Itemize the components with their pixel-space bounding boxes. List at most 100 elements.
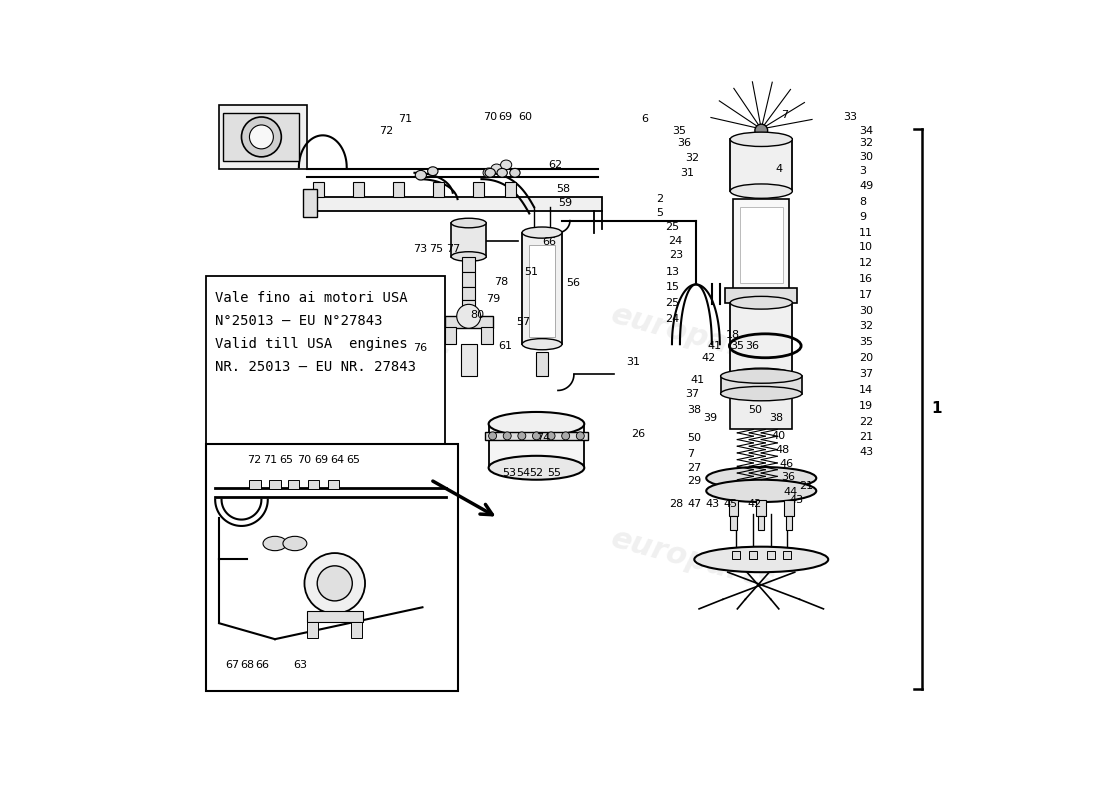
Bar [462, 273, 475, 286]
Text: 22: 22 [859, 417, 873, 426]
Text: 3: 3 [859, 166, 867, 176]
Text: 66: 66 [542, 237, 556, 247]
Bar [270, 480, 280, 490]
Text: 38: 38 [688, 406, 701, 415]
Bar [725, 288, 797, 302]
Ellipse shape [730, 184, 792, 198]
Text: 32: 32 [859, 138, 873, 148]
Text: europarts: europarts [282, 300, 452, 372]
Bar [758, 515, 764, 530]
Circle shape [755, 124, 768, 137]
Ellipse shape [706, 467, 816, 490]
Bar [786, 515, 792, 530]
Bar [522, 233, 562, 344]
Text: 20: 20 [859, 353, 873, 362]
Ellipse shape [283, 536, 307, 550]
Text: 42: 42 [748, 498, 762, 509]
Bar [462, 299, 475, 312]
Bar [308, 480, 319, 490]
Circle shape [562, 432, 570, 440]
Bar [749, 551, 757, 559]
Text: 72: 72 [379, 126, 394, 135]
Ellipse shape [488, 456, 584, 480]
Text: 69: 69 [314, 454, 328, 465]
Text: 42: 42 [702, 353, 716, 362]
Bar [307, 622, 318, 638]
Text: 14: 14 [859, 385, 873, 394]
Bar [732, 551, 739, 559]
Circle shape [503, 432, 512, 440]
Circle shape [456, 304, 481, 328]
Circle shape [576, 432, 584, 440]
Text: 40: 40 [771, 431, 785, 441]
Bar [462, 257, 475, 273]
Text: N°25013 – EU N°27843: N°25013 – EU N°27843 [216, 314, 383, 328]
Bar [473, 182, 484, 197]
Text: 25: 25 [666, 298, 680, 308]
Circle shape [317, 566, 352, 601]
Circle shape [488, 432, 496, 440]
Text: 45: 45 [724, 498, 738, 509]
Text: 41: 41 [708, 341, 722, 350]
Bar [505, 182, 516, 197]
Bar [351, 622, 362, 638]
Bar [223, 113, 299, 161]
Text: 53: 53 [503, 468, 516, 478]
Ellipse shape [488, 412, 584, 436]
Ellipse shape [730, 132, 792, 146]
Bar [482, 326, 493, 344]
Bar [219, 105, 307, 169]
Bar [784, 500, 794, 515]
Text: 32: 32 [685, 153, 700, 162]
Text: 24: 24 [666, 314, 680, 324]
Text: 55: 55 [547, 468, 561, 478]
Text: 43: 43 [705, 498, 719, 509]
Text: 26: 26 [631, 430, 646, 439]
Ellipse shape [730, 368, 792, 381]
Text: 43: 43 [789, 494, 803, 505]
Text: 43: 43 [859, 447, 873, 457]
Text: 52: 52 [529, 468, 543, 478]
Circle shape [242, 117, 282, 157]
Text: 19: 19 [859, 401, 873, 410]
Text: 33: 33 [844, 112, 857, 122]
Ellipse shape [720, 369, 802, 383]
Bar [767, 551, 774, 559]
Bar [488, 424, 584, 468]
Ellipse shape [522, 227, 562, 238]
Bar [783, 551, 791, 559]
Text: 41: 41 [691, 375, 704, 385]
Text: 74: 74 [536, 434, 550, 443]
Text: 32: 32 [859, 321, 873, 331]
Bar [288, 480, 299, 490]
Circle shape [547, 432, 556, 440]
Text: 18: 18 [725, 330, 739, 340]
Circle shape [250, 125, 274, 149]
Text: 25: 25 [666, 222, 680, 232]
Text: 30: 30 [859, 306, 873, 316]
Text: 50: 50 [688, 434, 701, 443]
Text: 66: 66 [255, 661, 270, 670]
Text: 7: 7 [781, 110, 789, 120]
Text: 21: 21 [859, 433, 873, 442]
Text: 46: 46 [780, 458, 794, 469]
Text: 5: 5 [656, 208, 663, 218]
Text: 31: 31 [626, 357, 640, 366]
Text: 71: 71 [263, 454, 277, 465]
Text: 67: 67 [226, 661, 240, 670]
Text: 13: 13 [666, 267, 680, 278]
Text: europarts: europarts [282, 524, 452, 595]
Ellipse shape [694, 546, 828, 572]
Text: 36: 36 [746, 341, 759, 350]
Bar [307, 611, 363, 622]
Text: 2: 2 [656, 194, 663, 204]
Text: 10: 10 [859, 242, 873, 252]
Bar [307, 197, 602, 211]
Text: 34: 34 [859, 126, 873, 135]
Text: 77: 77 [447, 243, 461, 254]
Text: 9: 9 [859, 212, 867, 222]
Bar [353, 182, 364, 197]
Ellipse shape [483, 168, 494, 178]
Text: 63: 63 [294, 661, 307, 670]
Bar [529, 246, 554, 337]
